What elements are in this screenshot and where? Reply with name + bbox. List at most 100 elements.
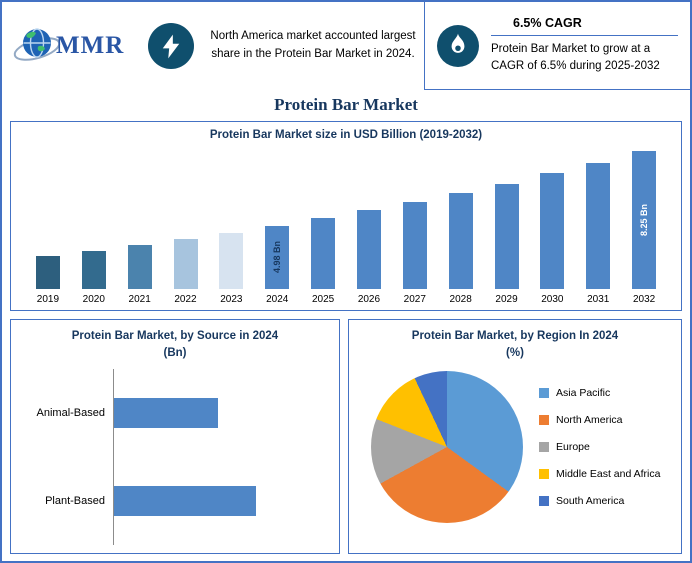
bar-2023 xyxy=(219,233,244,289)
x-axis-label: 2030 xyxy=(541,294,564,305)
bar-2032: 8.25 Bn xyxy=(632,151,657,289)
x-axis-label: 2031 xyxy=(587,294,610,305)
region-chart-body: Asia Pacific North America Europe Middle Ea… xyxy=(357,370,673,523)
x-axis-label: 2028 xyxy=(449,294,472,305)
legend-label-1: North America xyxy=(556,413,623,426)
bar-value-label-wrap: 8.25 Bn xyxy=(632,151,656,289)
x-axis-label: 2022 xyxy=(174,294,197,305)
bar-2024: 4.98 Bn xyxy=(265,226,290,289)
bar-2021 xyxy=(127,245,152,289)
region-pie-chart xyxy=(371,370,523,523)
mmr-logo: MMR xyxy=(12,21,144,71)
legend-item-3: Middle East and Africa xyxy=(539,468,660,480)
legend-swatch-4 xyxy=(539,495,549,506)
lightning-bolt-icon xyxy=(148,23,194,69)
source-plot-area xyxy=(113,368,331,545)
page-title: Protein Bar Market xyxy=(274,95,418,114)
bar-2027 xyxy=(402,202,427,289)
bar-column-2021: 2021 xyxy=(117,147,163,305)
bar-column-2025: 2025 xyxy=(300,147,346,305)
source-bar-chart: Animal-Based Plant-Based xyxy=(19,368,331,545)
x-axis-label: 2023 xyxy=(220,294,243,305)
legend-swatch-2 xyxy=(539,441,549,452)
x-axis-label: 2027 xyxy=(403,294,426,305)
bar-2025 xyxy=(311,218,336,289)
header: MMR North America market accounted large… xyxy=(2,2,690,90)
bottom-row: Protein Bar Market, by Source in 2024 (B… xyxy=(10,319,682,554)
x-axis-label: 2020 xyxy=(82,294,105,305)
region-chart-title: Protein Bar Market, by Region In 2024 (%… xyxy=(357,328,673,363)
legend-item-2: Europe xyxy=(539,441,660,453)
bar-2020 xyxy=(81,251,106,289)
source-chart-title: Protein Bar Market, by Source in 2024 (B… xyxy=(19,328,331,363)
source-label-1: Plant-Based xyxy=(45,494,105,507)
bar-column-2026: 2026 xyxy=(346,147,392,305)
legend-item-0: Asia Pacific xyxy=(539,387,660,399)
flame-icon xyxy=(437,24,479,67)
region-chart-title-line2: (%) xyxy=(506,347,524,360)
x-axis-label: 2024 xyxy=(266,294,289,305)
source-chart-title-line2: (Bn) xyxy=(163,347,187,360)
legend-label-0: Asia Pacific xyxy=(556,386,611,399)
legend-swatch-0 xyxy=(539,387,549,398)
logo-text: MMR xyxy=(56,32,125,59)
bar-2028 xyxy=(448,193,473,289)
bar-value-label-wrap: 4.98 Bn xyxy=(265,226,289,289)
x-axis-label: 2019 xyxy=(36,294,60,305)
globe-icon xyxy=(13,28,61,61)
legend-label-3: Middle East and Africa xyxy=(556,467,661,480)
cagr-box: 6.5% CAGR Protein Bar Market to grow at … xyxy=(424,2,690,90)
bar-column-2027: 2027 xyxy=(392,147,438,305)
lightning-bolt-glyph xyxy=(162,34,180,58)
source-bar-0 xyxy=(114,397,218,428)
source-bar-row-1 xyxy=(114,457,331,545)
source-bar-1 xyxy=(114,485,257,516)
market-size-chart: Protein Bar Market size in USD Billion (… xyxy=(10,121,682,311)
source-chart-panel: Protein Bar Market, by Source in 2024 (B… xyxy=(10,319,340,554)
source-label-0: Animal-Based xyxy=(36,406,105,419)
bar-column-2028: 2028 xyxy=(438,147,484,305)
bar-column-2024: 4.98 Bn 2024 xyxy=(254,147,300,305)
bar-2022 xyxy=(173,239,198,289)
legend-item-1: North America xyxy=(539,414,660,426)
x-axis-label: 2026 xyxy=(357,294,381,305)
region-chart-title-line1: Protein Bar Market, by Region In 2024 xyxy=(411,330,619,342)
bar-column-2030: 2030 xyxy=(529,147,575,305)
market-size-chart-title: Protein Bar Market size in USD Billion (… xyxy=(209,129,483,141)
market-size-bars: 2019 2020 2021 2022 2023 4.98 Bn 2024 2025 2026 2… xyxy=(25,147,667,305)
bar-value-label: 8.25 Bn xyxy=(639,203,650,236)
bar-2031 xyxy=(586,163,611,289)
bar-2030 xyxy=(540,173,565,289)
legend-swatch-3 xyxy=(539,468,549,479)
bar-2026 xyxy=(356,210,381,289)
bar-column-2022: 2022 xyxy=(163,147,209,305)
legend-label-4: South America xyxy=(556,494,625,507)
bar-2019 xyxy=(35,256,60,289)
x-axis-label: 2025 xyxy=(311,294,335,305)
legend-label-2: Europe xyxy=(556,440,590,453)
cagr-texts: 6.5% CAGR Protein Bar Market to grow at … xyxy=(491,16,678,74)
source-bar-row-0 xyxy=(114,369,331,457)
flame-glyph xyxy=(451,33,465,53)
bar-value-label: 4.98 Bn xyxy=(272,241,283,274)
bar-column-2029: 2029 xyxy=(484,147,530,305)
region-legend: Asia Pacific North America Europe Middle Ea… xyxy=(539,387,660,507)
source-category-labels: Animal-Based Plant-Based xyxy=(19,369,113,545)
bar-2029 xyxy=(494,184,519,289)
region-chart-panel: Protein Bar Market, by Region In 2024 (%… xyxy=(348,319,682,554)
x-axis-label: 2029 xyxy=(495,294,518,305)
bar-column-2020: 2020 xyxy=(71,147,117,305)
bar-column-2023: 2023 xyxy=(208,147,254,305)
legend-swatch-1 xyxy=(539,414,549,425)
x-axis-label: 2021 xyxy=(128,294,151,305)
cagr-description: Protein Bar Market to grow at a CAGR of … xyxy=(491,43,660,72)
source-chart-title-line1: Protein Bar Market, by Source in 2024 xyxy=(71,330,279,342)
bar-column-2032: 8.25 Bn 2032 xyxy=(621,147,667,305)
bar-column-2031: 2031 xyxy=(575,147,621,305)
header-note: North America market accounted largest s… xyxy=(210,30,416,60)
legend-item-4: South America xyxy=(539,495,660,507)
bar-column-2019: 2019 xyxy=(25,147,71,305)
cagr-value: 6.5% CAGR xyxy=(491,16,678,37)
x-axis-label: 2032 xyxy=(632,294,656,305)
